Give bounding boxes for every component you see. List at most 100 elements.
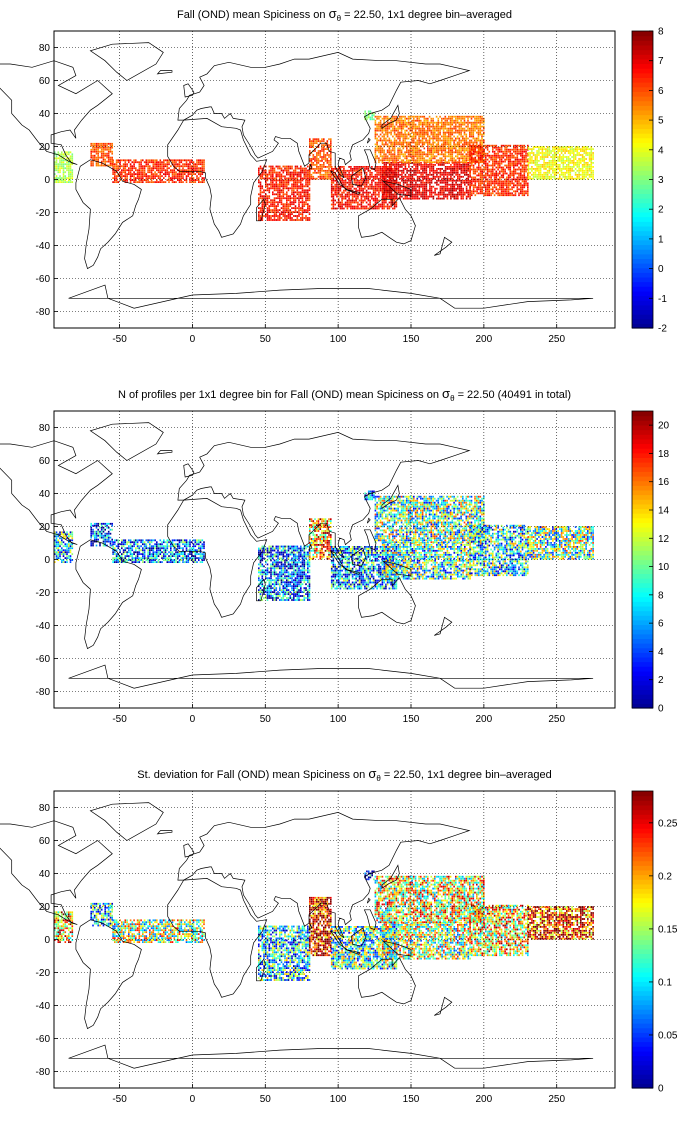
data-cell [301,203,304,206]
data-cell [435,123,438,126]
region-8 [469,144,529,197]
data-cell [71,181,74,184]
data-cell [330,199,333,202]
data-cell [411,137,413,140]
data-cell [427,133,429,136]
data-cell [407,115,410,118]
data-cell [408,173,410,176]
data-cell [416,153,419,156]
data-cell [122,167,125,170]
data-cell [385,115,387,118]
data-cell [388,139,391,142]
data-cell [450,168,452,170]
data-cell [336,187,338,190]
data-cell [516,180,519,183]
data-cell [411,159,413,162]
data-cell [430,117,433,120]
data-cell [455,147,457,150]
data-cell [147,171,149,174]
data-cell [409,147,412,150]
data-cell [435,149,438,152]
data-cell [425,129,427,132]
data-cell [499,160,501,163]
data-cell [383,149,385,152]
data-cell [268,187,271,190]
data-cell [418,125,420,128]
data-cell [182,163,184,166]
data-cell [390,151,392,154]
data-cell [161,161,163,164]
data-cell [430,133,433,136]
data-cell [379,151,382,154]
data-cell [296,191,299,194]
data-cell [416,193,419,196]
data-cell [476,154,478,157]
data-cell [418,197,421,200]
data-cell [435,129,438,132]
data-cell [538,173,540,176]
data-cell [497,180,499,183]
data-cell [425,131,427,134]
data-cell [383,175,386,178]
data-cell [168,167,170,170]
data-cell [450,187,452,190]
data-cell [201,159,204,162]
data-cell [298,197,300,200]
data-cell [509,192,512,195]
data-cell [265,185,267,188]
data-cell [383,187,386,190]
data-cell [330,189,333,192]
data-cell [362,189,364,192]
data-cell [355,193,357,196]
data-cell [497,152,499,155]
data-cell [376,149,378,152]
data-cell [467,191,470,194]
data-cell [518,152,520,155]
data-cell [341,199,343,202]
data-cell [451,179,454,182]
data-cell [177,179,179,182]
data-cell [456,145,459,148]
data-cell [385,179,387,182]
data-cell [495,158,498,161]
data-cell [506,156,508,159]
data-cell [481,152,484,155]
data-cell [376,177,378,180]
data-cell [371,166,373,168]
data-cell [305,169,307,172]
data-cell [414,137,417,140]
data-cell [296,219,299,221]
data-cell [201,165,204,168]
data-cell [303,193,306,196]
data-cell [455,123,457,126]
data-cell [365,181,368,184]
data-cell [301,199,304,202]
data-cell [147,181,149,184]
data-cell [418,115,420,118]
data-cell [401,171,403,174]
data-cell [277,189,279,192]
data-cell [90,144,92,147]
data-cell [416,191,419,194]
data-cell [488,156,491,159]
data-cell [92,142,94,145]
data-cell [446,183,449,186]
data-cell [413,147,415,150]
data-cell [437,149,440,152]
data-cell [507,184,510,187]
data-cell [460,145,462,148]
data-cell [402,177,405,180]
data-cell [437,131,440,134]
data-cell [54,179,56,182]
data-cell [518,160,520,163]
data-cell [395,161,398,164]
data-cell [378,203,380,206]
data-cell [386,155,389,158]
data-cell [362,166,364,168]
data-cell [196,167,198,170]
data-cell [379,166,382,168]
data-cell [534,158,537,160]
data-cell [450,197,452,200]
data-cell [109,162,112,165]
data-cell [330,156,332,158]
